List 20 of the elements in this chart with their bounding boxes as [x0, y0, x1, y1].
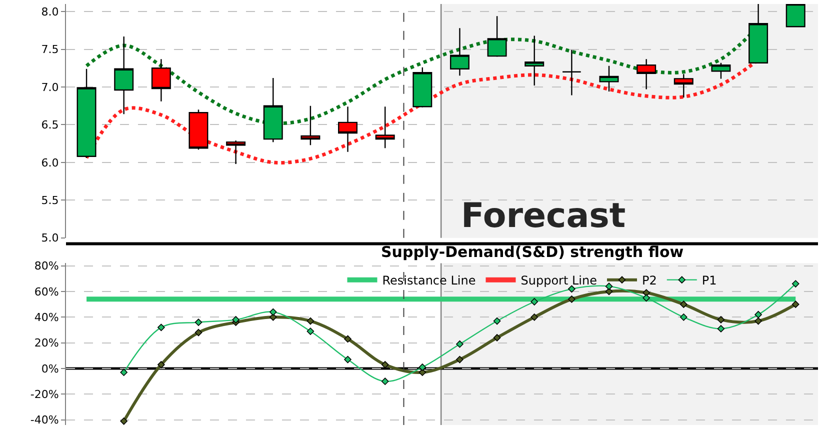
y-tick-label: 60%	[34, 285, 59, 298]
chart-title: Supply-Demand(S&D) strength flow	[381, 243, 684, 261]
annotation: Forecast	[461, 196, 626, 236]
y-tick-label: 7.0	[41, 80, 59, 94]
y-tick-label: 40%	[34, 310, 59, 324]
y-tick-label: 0%	[41, 362, 59, 376]
y-tick-label: 20%	[34, 336, 59, 350]
y-tick-label: 80%	[34, 260, 59, 273]
y-tick-label: 6.0	[41, 156, 59, 170]
y-tick-label: 8.0	[41, 5, 59, 18]
y-tick-label: 5.0	[41, 232, 59, 245]
y-tick-label: 6.5	[41, 118, 59, 132]
y-tick-label: 7.5	[41, 43, 59, 56]
legend-label: Resistance Line	[382, 274, 476, 288]
y-tick-label: -40%	[30, 414, 59, 427]
legend-label: Support Line	[520, 274, 598, 288]
legend-label: P1	[702, 274, 717, 288]
y-tick-label: -20%	[30, 388, 59, 402]
legend-label: P2	[642, 274, 657, 288]
y-tick-label: 5.5	[41, 194, 59, 208]
